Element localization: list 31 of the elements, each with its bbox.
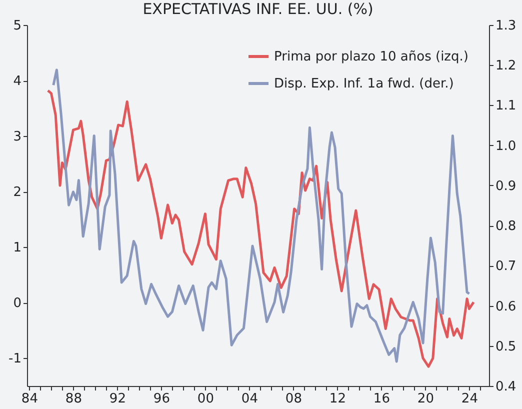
y2-tick-label: 0.5 — [496, 339, 516, 354]
y-tick-label: 3 — [13, 130, 22, 145]
y-tick-label: 5 — [13, 18, 22, 34]
y-tick-label: 1 — [13, 240, 22, 256]
x-tick-label: 12 — [329, 392, 346, 406]
y2-tick-label: 1.3 — [496, 18, 516, 34]
y2-tick-label: 0.7 — [496, 259, 516, 274]
y2-tick-label: 1.1 — [496, 98, 516, 114]
y2-tick-label: 0.4 — [496, 380, 516, 394]
y-tick-label: 0 — [13, 296, 22, 312]
x-tick-label: 24 — [461, 392, 478, 406]
chart-title: EXPECTATIVAS INF. EE. UU. (%) — [142, 0, 374, 18]
legend-label: Prima por plazo 10 años (izq.) — [274, 50, 468, 64]
y-tick-label: 4 — [13, 74, 22, 90]
y-tick-label: 2 — [13, 185, 22, 200]
y2-tick-label: 0.6 — [496, 299, 516, 314]
y2-tick-label: 1.0 — [496, 138, 516, 154]
x-tick-label: 04 — [241, 392, 258, 406]
x-tick-label: 08 — [285, 392, 302, 406]
x-tick-label: 84 — [21, 392, 38, 406]
x-tick-label: 88 — [65, 392, 82, 406]
y2-tick-label: 0.8 — [496, 219, 516, 234]
x-tick-label: 00 — [197, 392, 214, 406]
y2-tick-label: 0.9 — [496, 178, 516, 194]
x-tick-label: 16 — [373, 392, 390, 406]
y2-tick-label: 1.2 — [496, 58, 516, 74]
x-tick-label: 92 — [109, 392, 126, 406]
legend-label: Disp. Exp. Inf. 1a fwd. (der.) — [274, 76, 454, 92]
x-tick-label: 20 — [417, 392, 434, 406]
y-tick-label: -1 — [8, 352, 22, 367]
x-tick-label: 96 — [153, 392, 170, 406]
